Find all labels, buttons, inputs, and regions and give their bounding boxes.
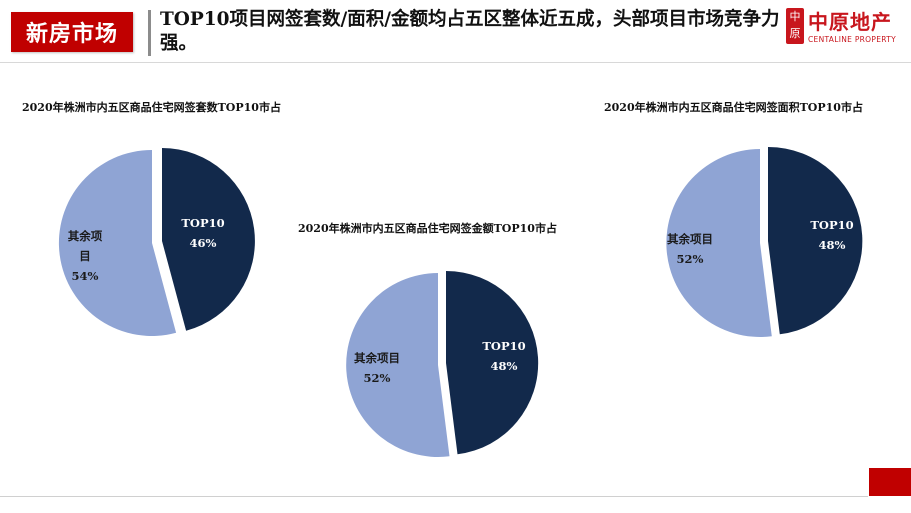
logo-mark-icon: 中原 <box>786 8 804 44</box>
logo-name-cn: 中原地产 <box>808 10 892 34</box>
footer-rule <box>0 496 868 497</box>
label-others-pct: 52% <box>364 371 391 385</box>
label-top10-pct: 48% <box>491 359 518 373</box>
header-rule <box>0 62 911 63</box>
pie-chart-area: TOP10 48% 其余项目 52% <box>666 146 863 337</box>
label-others-pct: 52% <box>677 252 704 266</box>
label-others-pct: 54% <box>72 269 99 283</box>
pie-slice-top10 <box>446 270 539 455</box>
footer-accent-block <box>869 468 911 496</box>
pie-slice-others <box>666 149 772 337</box>
pie-slice-top10 <box>162 148 255 331</box>
label-top10-pct: 48% <box>819 238 846 252</box>
section-tag: 新房市场 <box>11 12 133 52</box>
label-others-name: 其余项目 <box>667 232 713 246</box>
chart-title-amount: 2020年株洲市内五区商品住宅网签金额TOP10市占 <box>298 222 557 235</box>
label-top10-name: TOP10 <box>810 218 853 232</box>
label-others-name: 其余项目 <box>354 351 400 365</box>
header-divider <box>148 10 151 56</box>
label-top10-name: TOP10 <box>181 216 224 230</box>
chart-title-units: 2020年株洲市内五区商品住宅网签套数TOP10市占 <box>22 101 281 114</box>
label-top10-name: TOP10 <box>482 339 525 353</box>
pie-slice-top10 <box>768 146 863 335</box>
centaline-logo: 中原 中原地产 CENTALINE PROPERTY <box>786 6 908 46</box>
pie-chart-amount: TOP10 48% 其余项目 52% <box>346 270 539 457</box>
pie-slice-others <box>346 273 450 457</box>
page-headline: TOP10项目网签套数/面积/金额均占五区整体近五成，头部项目市场竞争力强。 <box>160 9 780 54</box>
pie-chart-units: TOP10 46% 其余项 目 54% <box>58 148 255 336</box>
label-top10-pct: 46% <box>190 236 217 250</box>
logo-name-en: CENTALINE PROPERTY <box>808 35 896 44</box>
label-others-name-2: 目 <box>79 249 91 263</box>
chart-title-area: 2020年株洲市内五区商品住宅网签面积TOP10市占 <box>604 101 863 114</box>
pie-slice-others <box>58 149 177 336</box>
label-others-name-1: 其余项 <box>68 229 103 243</box>
